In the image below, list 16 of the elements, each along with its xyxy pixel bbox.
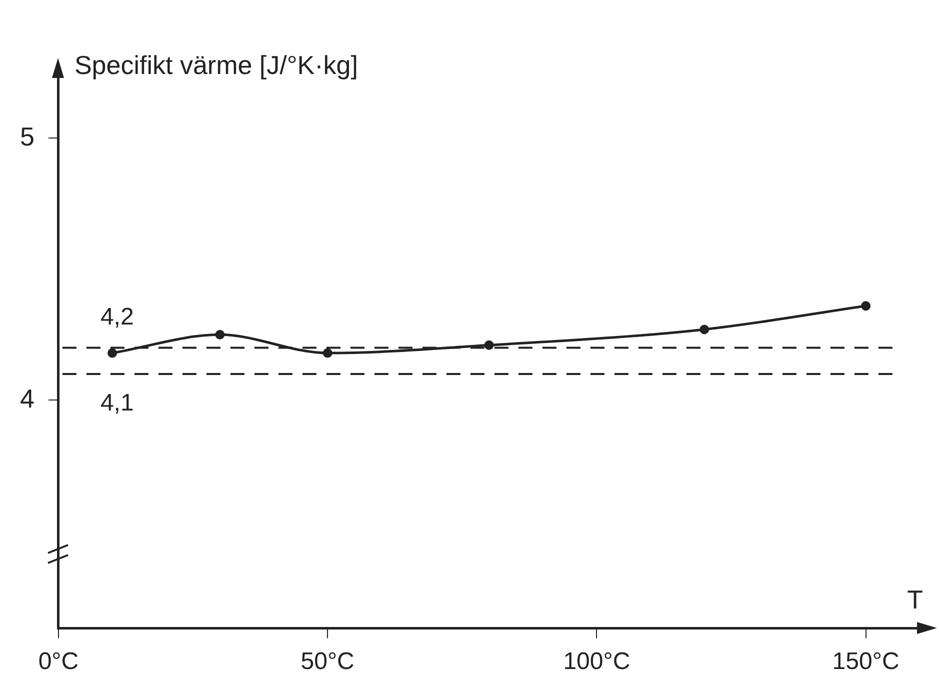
point xyxy=(108,348,118,358)
x-axis-title: T xyxy=(907,584,924,614)
y-tick-label: 4 xyxy=(20,383,34,414)
ref-line-label: 4,1 xyxy=(100,390,134,417)
point xyxy=(484,340,494,350)
point xyxy=(322,348,332,358)
ref-line-label: 4,2 xyxy=(100,303,134,330)
x-tick-label: 0°C xyxy=(38,648,79,676)
point xyxy=(700,324,710,334)
y-tick-label: 5 xyxy=(20,121,34,152)
point xyxy=(861,301,871,311)
point xyxy=(215,330,225,340)
y-axis-title: Specifikt värme [J/°K·kg] xyxy=(74,50,358,80)
x-tick-label: 50°C xyxy=(300,648,354,676)
x-tick-label: 150°C xyxy=(832,648,900,676)
x-tick-label: 100°C xyxy=(563,648,630,676)
